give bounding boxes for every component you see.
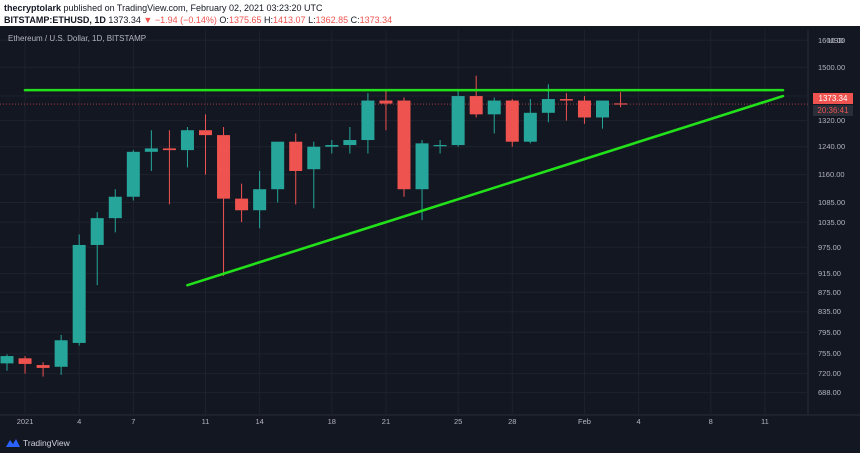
- price-tick-label: 795.00: [818, 327, 841, 337]
- price-change: −1.94 (−0.14%): [154, 15, 217, 25]
- currency-label: USD: [828, 36, 844, 45]
- time-tick-label: 18: [327, 417, 336, 426]
- candle-body: [559, 99, 573, 101]
- low-value: 1362.85: [315, 15, 349, 25]
- candle-body: [487, 100, 501, 115]
- author-name[interactable]: thecryptolark: [4, 3, 62, 13]
- candle-body: [523, 112, 537, 142]
- open-label: O:: [219, 15, 229, 25]
- last-price: 1373.34: [108, 15, 141, 25]
- tradingview-logo-icon[interactable]: [6, 438, 20, 448]
- published-text: published on TradingView.com, February 0…: [63, 3, 323, 13]
- candle-body: [325, 145, 339, 147]
- candle-body: [397, 100, 411, 190]
- price-tick-label: 755.00: [818, 349, 841, 359]
- price-tick-label: 1085.00: [818, 197, 846, 207]
- support-trendline: [186, 94, 785, 287]
- price-tick-label: 835.00: [818, 307, 841, 317]
- candle-body: [469, 96, 483, 115]
- bar-countdown: 20:36:41: [813, 105, 853, 116]
- candle-body: [289, 141, 303, 171]
- price-tick-label: 915.00: [818, 269, 841, 279]
- candle-body: [253, 189, 267, 211]
- price-tick-label: 1160.00: [818, 170, 845, 180]
- open-value: 1375.65: [228, 15, 262, 25]
- down-arrow-icon: ▼: [143, 15, 153, 25]
- candle-body: [271, 141, 285, 190]
- close-value: 1373.34: [359, 15, 393, 25]
- candle-body: [451, 96, 465, 146]
- candle-body: [144, 148, 158, 152]
- close-label: C:: [350, 15, 360, 25]
- time-tick-label: 4: [77, 417, 82, 426]
- chart-area[interactable]: [0, 26, 860, 433]
- time-tick-label: 14: [255, 417, 264, 426]
- candle-body: [596, 100, 609, 118]
- time-tick-label: 11: [761, 417, 769, 426]
- price-tick-label: 1240.00: [818, 142, 846, 152]
- time-tick-label: 2021: [16, 417, 34, 426]
- candle-body: [180, 130, 194, 151]
- footer: TradingView: [0, 433, 860, 453]
- candle-body: [217, 135, 231, 199]
- candle-body: [505, 100, 519, 142]
- candle-body: [108, 196, 122, 219]
- candle-body: [90, 218, 104, 245]
- symbol-line: BITSTAMP:ETHUSD, 1D 1373.34 ▼ −1.94 (−0.…: [4, 14, 860, 26]
- symbol-name: BITSTAMP:ETHUSD, 1D: [4, 15, 106, 25]
- price-tick-label: 1600.00: [818, 35, 846, 45]
- time-tick-label: 7: [131, 417, 136, 426]
- price-tick-label: 1320.00: [818, 116, 846, 126]
- brand-name[interactable]: TradingView: [23, 438, 70, 448]
- low-label: L:: [308, 15, 316, 25]
- candle-body: [433, 145, 447, 147]
- candle-body: [541, 99, 555, 113]
- price-tick-label: 1500.00: [818, 62, 846, 72]
- candle-body: [72, 244, 86, 343]
- candle-body: [0, 356, 14, 364]
- candle-body: [162, 148, 176, 151]
- candle-body: [54, 340, 68, 367]
- time-tick-label: Feb: [577, 417, 591, 426]
- time-tick-label: 25: [453, 417, 463, 426]
- candle-body: [36, 365, 50, 368]
- price-tick-label: 720.00: [818, 369, 841, 379]
- candle-body: [379, 100, 393, 104]
- candle-body: [415, 143, 429, 190]
- candle-body: [126, 151, 140, 197]
- chart-title: Ethereum / U.S. Dollar, 1D, BITSTAMP: [8, 34, 147, 43]
- candle-body: [199, 130, 212, 136]
- candle-body: [577, 100, 591, 118]
- candle-body: [614, 103, 628, 105]
- time-tick-label: 21: [381, 417, 391, 426]
- candle-body: [307, 146, 321, 170]
- high-value: 1413.07: [273, 15, 306, 25]
- time-tick-label: 11: [201, 417, 210, 426]
- price-tick-label: 1035.00: [818, 217, 846, 227]
- price-tick-label: 688.00: [818, 388, 841, 398]
- candle-body: [235, 198, 249, 211]
- price-tick-label: 875.00: [818, 287, 841, 297]
- candle-body: [343, 140, 357, 146]
- time-tick-label: 28: [508, 417, 517, 426]
- time-tick-label: 4: [636, 417, 641, 426]
- candle-body: [18, 358, 32, 364]
- time-tick-label: 8: [708, 417, 713, 426]
- last-price-tag: 1373.34: [813, 93, 853, 104]
- price-tick-label: 975.00: [818, 242, 841, 252]
- candle-body: [361, 100, 375, 141]
- chart-header: thecryptolark published on TradingView.c…: [0, 0, 860, 26]
- publisher-line: thecryptolark published on TradingView.c…: [4, 2, 860, 14]
- high-label: H:: [264, 15, 273, 25]
